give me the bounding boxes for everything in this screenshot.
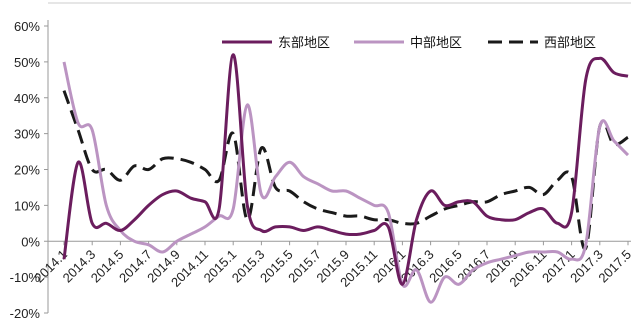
x-axis: 2014.12014.32014.52014.72014.92014.11201… [31,240,631,290]
y-tick-label: 30% [14,127,40,142]
y-tick-label: 60% [14,19,40,34]
legend-label-0: 东部地区 [278,35,330,50]
series-line-1 [62,61,630,304]
y-tick-label: 20% [14,163,40,178]
legend-label-2: 西部地区 [544,35,596,50]
plot-area [62,53,630,304]
legend-label-1: 中部地区 [410,35,462,50]
y-axis: -20% -10% 0% 10% 20% 30% 40% 50% 60% [10,19,49,320]
y-tick-label: -20% [10,306,41,320]
y-tick-label: 50% [14,55,40,70]
y-tick-label: 0% [21,234,40,249]
legend: 东部地区 中部地区 西部地区 [222,35,596,50]
y-tick-label: 40% [14,91,40,106]
y-tick-label: 10% [14,198,40,213]
series-line-2 [62,90,629,251]
series-line-0 [62,53,629,286]
y-tick-label: -10% [10,270,41,285]
